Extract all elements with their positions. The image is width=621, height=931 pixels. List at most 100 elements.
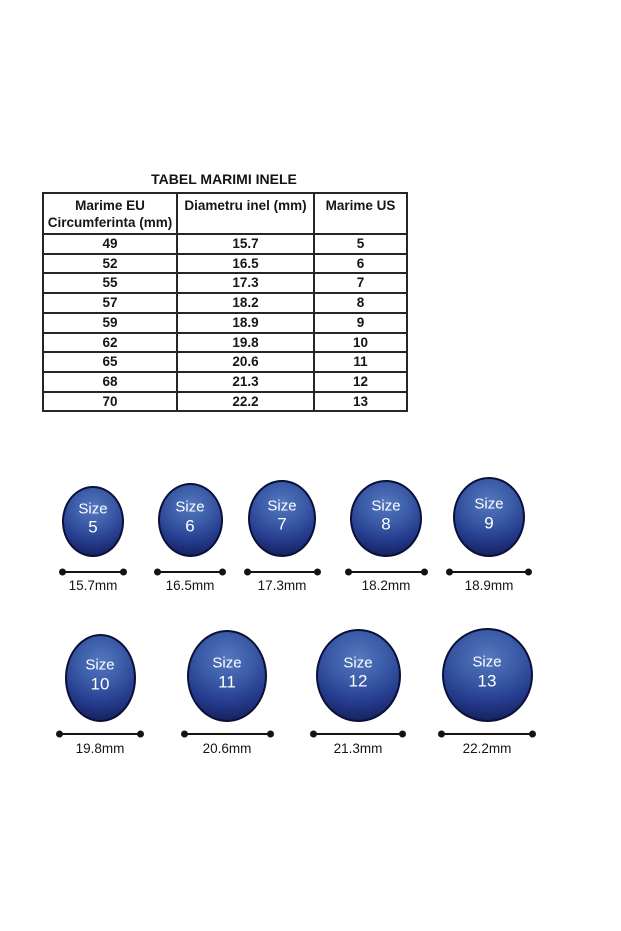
ring-size-text: Size 5: [78, 500, 107, 538]
marime-us-cell: 10: [313, 331, 408, 354]
marime-eu-cell: 57: [42, 292, 178, 314]
marime-eu-cell: 49: [42, 233, 178, 255]
ring-size-number: 10: [90, 674, 110, 694]
diameter-label: 18.2mm: [361, 578, 411, 593]
header-diametru-inel: Diametru inel (mm): [176, 192, 315, 235]
ring-size-number: 12: [348, 672, 368, 692]
ring-size-number: 9: [484, 513, 494, 533]
ring-size-number: 6: [185, 516, 195, 536]
measure-line: [61, 571, 125, 573]
ring-size-number: 11: [218, 672, 236, 692]
table-row: 62 19.8 10: [42, 331, 408, 354]
ring-size-table: Marime EU Circumferinta (mm) Diametru in…: [42, 192, 408, 413]
measure-line: [312, 733, 404, 735]
ring-circle-size-13: Size 13: [441, 628, 533, 722]
diameter-label: 16.5mm: [165, 578, 215, 593]
table-row: 59 18.9 9: [42, 311, 408, 334]
ring-size-text: Size 12: [343, 654, 372, 692]
header-marime-us: Marime US: [313, 192, 408, 235]
marime-us-cell: 7: [313, 272, 408, 295]
marime-us-cell: 13: [313, 390, 408, 413]
ring-circle-size-7: Size 7: [248, 480, 316, 557]
ring-circle-size-5: Size 5: [62, 486, 124, 557]
header-marime-eu-line1: Marime EU: [75, 198, 145, 213]
marime-eu-cell: 65: [42, 351, 178, 373]
ring-size-word: Size: [474, 495, 504, 513]
marime-us-cell: 6: [313, 252, 408, 275]
diametru-cell: 15.7: [176, 233, 315, 255]
diametru-cell: 18.2: [176, 292, 315, 314]
marime-eu-cell: 55: [42, 272, 178, 295]
diameter-label: 17.3mm: [257, 578, 307, 593]
diameter-label: 18.9mm: [464, 578, 514, 593]
ring-size-text: Size 6: [175, 499, 204, 537]
table-header-row: Marime EU Circumferinta (mm) Diametru in…: [42, 192, 408, 235]
diameter-label: 19.8mm: [75, 741, 125, 756]
measure-line: [156, 571, 224, 573]
ring-size-number: 7: [277, 515, 287, 535]
diametru-cell: 21.3: [176, 370, 315, 393]
table-row: 70 22.2 13: [42, 390, 408, 413]
table-row: 57 18.2 8: [42, 292, 408, 314]
ring-size-word: Size: [78, 500, 108, 518]
measure-line: [58, 733, 142, 735]
ring-circle-size-12: Size 12: [315, 629, 401, 722]
ring-circle-size-8: Size 8: [350, 480, 422, 557]
ring-size-word: Size: [371, 497, 401, 515]
page-title: TABEL MARIMI INELE: [151, 171, 297, 187]
diametru-cell: 19.8: [176, 331, 315, 354]
marime-eu-cell: 68: [42, 370, 178, 393]
diametru-cell: 20.6: [176, 351, 315, 373]
diametru-cell: 16.5: [176, 252, 315, 275]
diametru-cell: 22.2: [176, 390, 315, 413]
diameter-label: 20.6mm: [202, 741, 252, 756]
header-marime-eu: Marime EU Circumferinta (mm): [42, 192, 178, 235]
ring-size-text: Size 10: [85, 657, 114, 695]
measure-line: [448, 571, 530, 573]
table-row: 55 17.3 7: [42, 272, 408, 295]
ring-size-word: Size: [267, 497, 297, 515]
measure-line: [182, 733, 272, 735]
ring-size-word: Size: [85, 656, 115, 674]
diametru-cell: 18.9: [176, 311, 315, 334]
ring-circle-size-6: Size 6: [157, 483, 223, 557]
ring-size-word: Size: [175, 498, 205, 516]
marime-eu-cell: 52: [42, 252, 178, 275]
diametru-cell: 17.3: [176, 272, 315, 295]
ring-size-word: Size: [343, 654, 373, 672]
table-row: 68 21.3 12: [42, 370, 408, 393]
ring-size-number: 13: [477, 671, 497, 691]
ring-size-text: Size 9: [474, 496, 503, 534]
ring-size-number: 5: [88, 518, 98, 538]
diameter-label: 21.3mm: [333, 741, 383, 756]
marime-eu-cell: 62: [42, 331, 178, 354]
marime-us-cell: 11: [313, 351, 408, 373]
ring-size-number: 8: [381, 515, 391, 535]
diameter-label: 15.7mm: [68, 578, 118, 593]
ring-size-word: Size: [472, 653, 502, 671]
ring-size-text: Size 8: [371, 497, 400, 535]
marime-us-cell: 8: [313, 292, 408, 314]
measure-line: [245, 571, 319, 573]
marime-eu-cell: 59: [42, 311, 178, 334]
marime-us-cell: 5: [313, 233, 408, 255]
measure-line: [346, 571, 426, 573]
measure-line: [440, 733, 534, 735]
ring-circle-size-10: Size 10: [64, 634, 136, 722]
table-row: 65 20.6 11: [42, 351, 408, 373]
ring-size-text: Size 13: [472, 654, 501, 692]
ring-size-word: Size: [212, 654, 242, 672]
header-circumferinta-line2: Circumferinta (mm): [47, 215, 173, 230]
marime-us-cell: 9: [313, 311, 408, 334]
ring-size-text: Size 7: [267, 497, 296, 535]
ring-circle-size-11: Size 11: [187, 630, 267, 722]
diameter-label: 22.2mm: [462, 741, 512, 756]
table-row: 52 16.5 6: [42, 252, 408, 275]
table-row: 49 15.7 5: [42, 233, 408, 255]
marime-us-cell: 12: [313, 370, 408, 393]
marime-eu-cell: 70: [42, 390, 178, 413]
ring-circle-size-9: Size 9: [453, 477, 525, 557]
ring-size-text: Size 11: [212, 655, 241, 693]
